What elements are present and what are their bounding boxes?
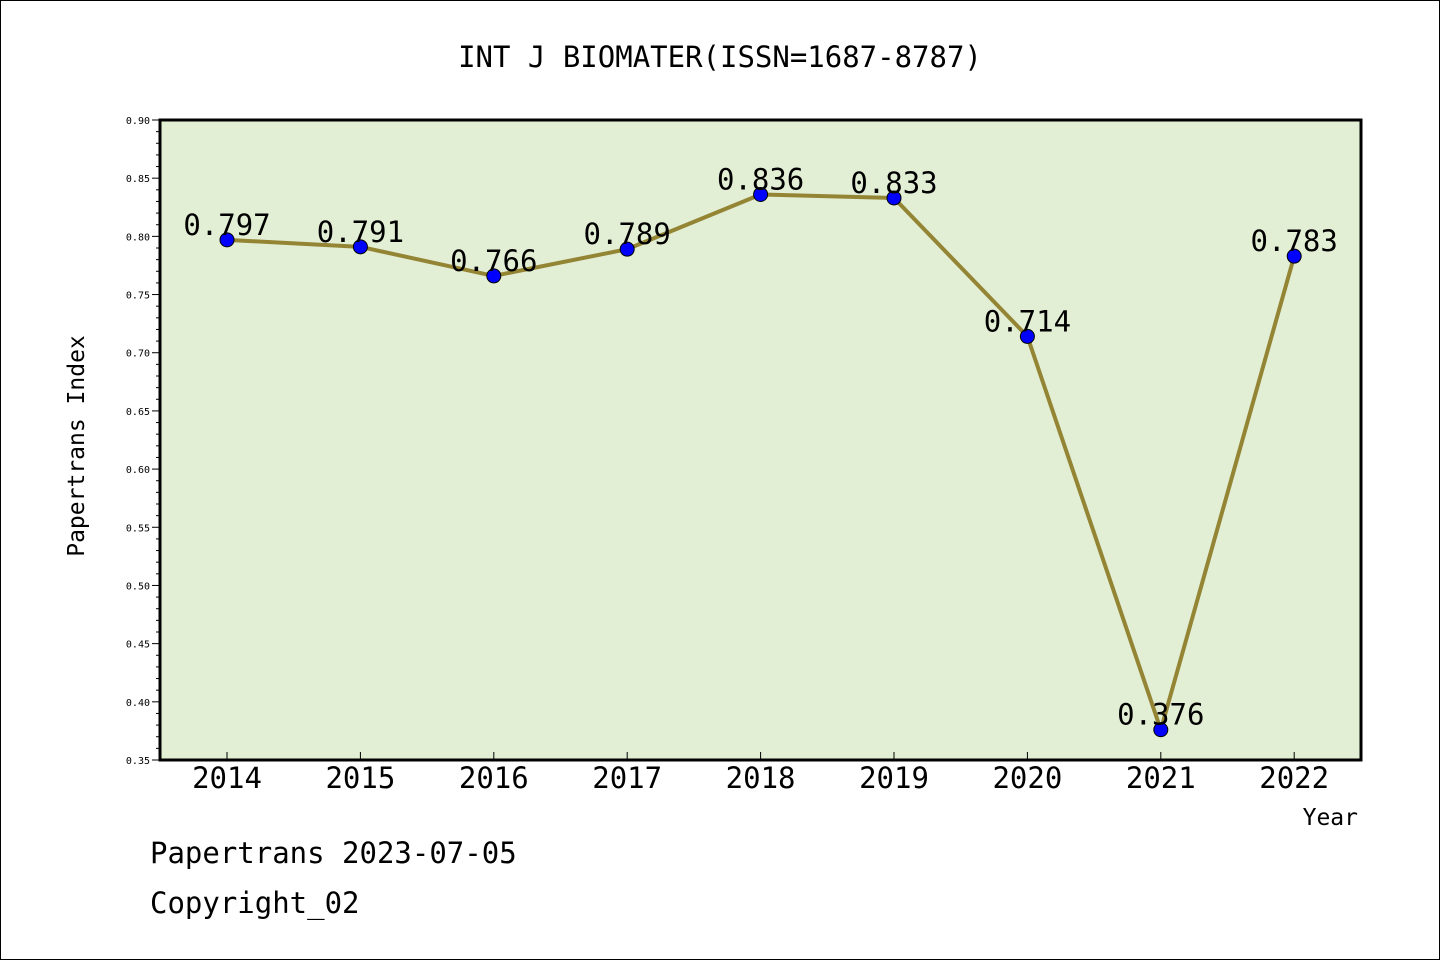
data-label: 0.836 [717,162,804,196]
y-tick-label: 0.50 [126,581,150,592]
y-tick-label: 0.80 [126,232,150,243]
data-point [486,268,502,284]
data-label: 0.833 [850,166,937,200]
data-point [619,241,635,257]
y-tick-label: 0.65 [126,407,150,418]
data-label: 0.766 [450,244,537,278]
x-axis-label: Year [1303,805,1358,831]
data-point [352,239,368,255]
x-tick-label: 2019 [859,761,929,795]
x-tick-label: 2016 [459,761,529,795]
x-tick-label: 2022 [1259,761,1329,795]
data-point [1286,248,1302,264]
data-points [219,186,1302,738]
data-labels: 0.797 0.791 0.766 0.789 0.836 0.833 0.714 0.376… [183,162,1338,731]
data-label: 0.797 [183,208,270,242]
data-label: 0.714 [984,304,1071,338]
y-tick-label: 0.40 [126,698,150,709]
data-label: 0.783 [1251,224,1338,258]
y-tick-label: 0.35 [126,756,150,767]
data-label: 0.791 [317,215,404,249]
y-axis: 0.35 0.40 0.45 0.50 0.55 0.60 0.65 0.70 0.75 0.80… [126,116,160,767]
chart-title: INT J BIOMATER(ISSN=1687-8787) [458,40,982,74]
data-point [886,190,902,206]
y-tick-label: 0.60 [126,465,150,476]
data-label: 0.789 [584,217,671,251]
data-point [753,186,769,202]
x-tick-label: 2015 [325,761,395,795]
data-label: 0.376 [1117,698,1204,732]
x-tick-label: 2021 [1126,761,1196,795]
x-tick-label: 2014 [192,761,262,795]
plot-border [158,118,1363,762]
y-axis-label: Papertrans Index [64,335,90,557]
y-tick-label: 0.55 [126,523,150,534]
y-tick-label: 0.75 [126,291,150,302]
x-axis: 2014 2015 2016 2017 2018 2019 2020 2021 2022 [192,752,1329,795]
y-tick-label: 0.45 [126,640,150,651]
y-tick-label: 0.70 [126,349,150,360]
data-point [1153,722,1169,738]
y-tick-label: 0.90 [126,116,150,127]
data-point [1019,328,1035,344]
data-point [219,232,235,248]
y-tick-label: 0.85 [126,174,150,185]
footer-copyright: Copyright_02 [150,886,360,920]
x-tick-label: 2020 [992,761,1062,795]
x-tick-label: 2017 [592,761,662,795]
plot-area [160,120,1361,760]
footer-source: Papertrans 2023-07-05 [150,836,517,870]
x-tick-label: 2018 [726,761,796,795]
